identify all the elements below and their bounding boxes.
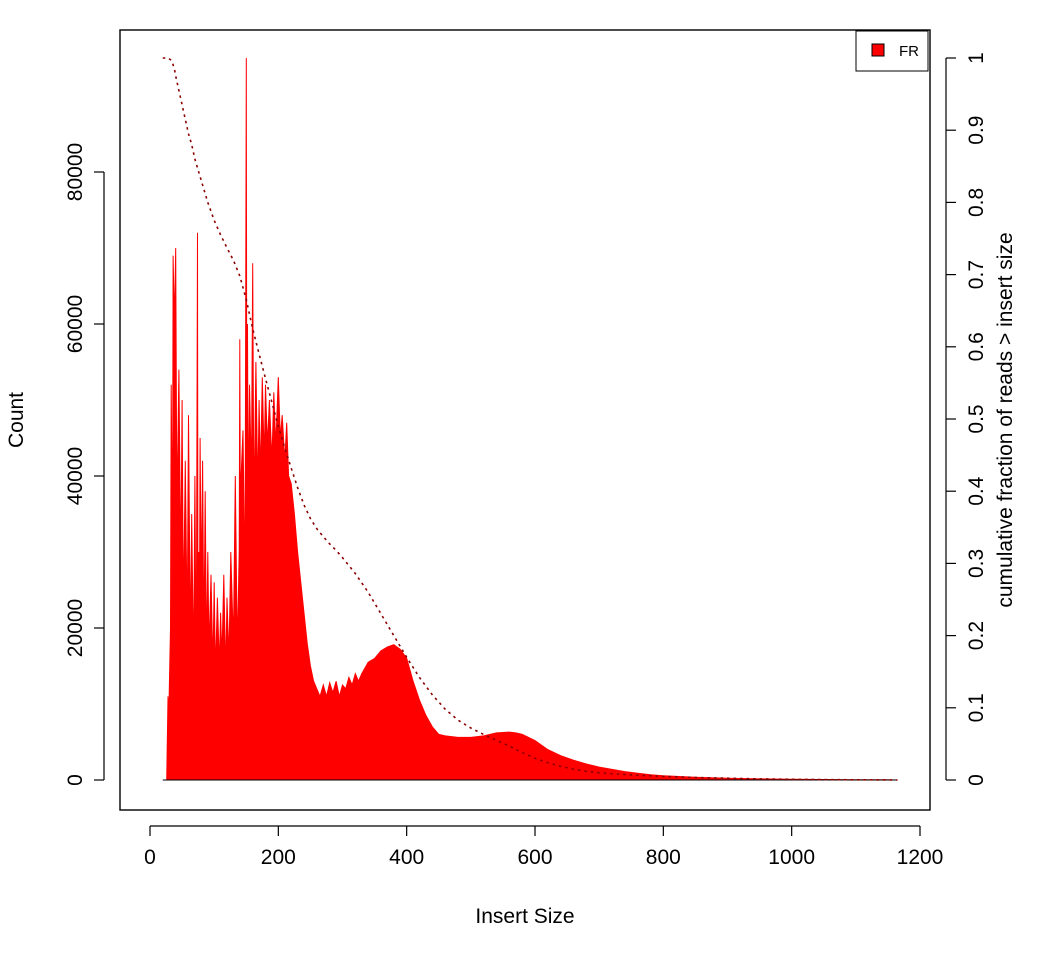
legend: FR bbox=[855, 30, 929, 72]
y-tick-label-20000: 20000 bbox=[64, 599, 87, 657]
legend-swatch-fr bbox=[871, 43, 885, 57]
y2-tick-label-0.8: 0.8 bbox=[965, 188, 988, 217]
y-tick-label-0: 0 bbox=[64, 774, 87, 786]
legend-label-fr: FR bbox=[899, 43, 919, 60]
y2-tick-label-0.4: 0.4 bbox=[965, 476, 988, 506]
y2-tick-label-1: 1 bbox=[965, 52, 988, 64]
y-axis: 0 20000 40000 60000 80000 bbox=[64, 143, 105, 786]
y2-tick-label-0.2: 0.2 bbox=[965, 621, 988, 650]
y2-tick-label-0.9: 0.9 bbox=[965, 116, 988, 145]
x-tick-label-400: 400 bbox=[389, 846, 424, 869]
plot-frame bbox=[119, 29, 931, 811]
y-tick-label-80000: 80000 bbox=[64, 143, 87, 201]
y-tick-label-40000: 40000 bbox=[64, 447, 87, 505]
y2-tick-label-0.3: 0.3 bbox=[965, 549, 988, 578]
y2-axis-title: cumulative fraction of reads > insert si… bbox=[994, 232, 1017, 607]
x-axis: 0 200 400 600 800 1000 1200 bbox=[144, 825, 944, 869]
y2-tick-label-0.7: 0.7 bbox=[965, 260, 988, 289]
y2-axis: 0 0.1 0.2 0.3 0.4 0.5 0.6 0.7 0.8 0.9 1 bbox=[945, 52, 988, 786]
y2-tick-label-0.1: 0.1 bbox=[965, 693, 988, 722]
x-tick-label-800: 800 bbox=[646, 846, 681, 869]
x-tick-label-600: 600 bbox=[517, 846, 552, 869]
histogram-area-fr bbox=[162, 57, 898, 781]
x-tick-label-200: 200 bbox=[261, 846, 296, 869]
plot-area bbox=[162, 57, 898, 781]
x-tick-label-0: 0 bbox=[144, 846, 156, 869]
y-tick-label-60000: 60000 bbox=[64, 295, 87, 353]
legend-box bbox=[855, 30, 929, 72]
y2-tick-label-0.5: 0.5 bbox=[965, 404, 988, 433]
y-axis-title: Count bbox=[5, 392, 28, 448]
cumulative-fraction-line bbox=[162, 57, 898, 781]
x-tick-label-1000: 1000 bbox=[768, 846, 815, 869]
y2-tick-label-0.6: 0.6 bbox=[965, 332, 988, 361]
x-axis-title: Insert Size bbox=[475, 905, 574, 928]
y2-tick-label-0: 0 bbox=[965, 774, 988, 786]
x-tick-label-1200: 1200 bbox=[897, 846, 944, 869]
